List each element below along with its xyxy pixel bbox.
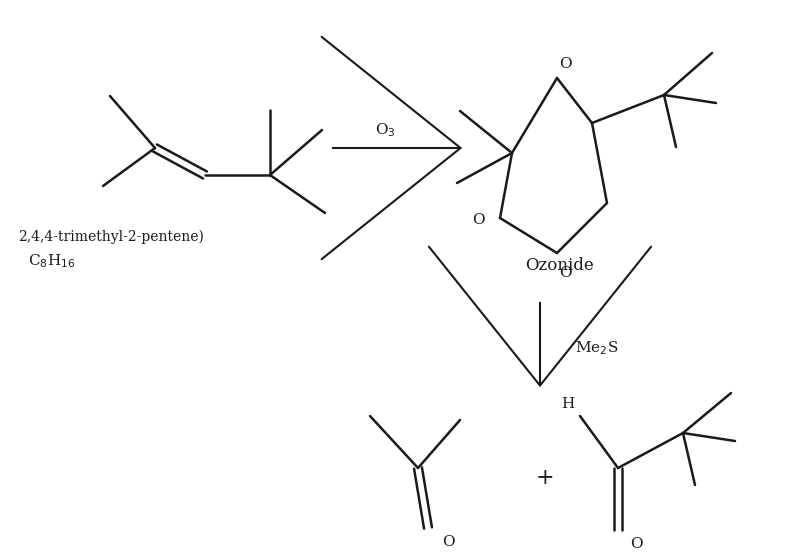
Text: O: O <box>558 57 571 71</box>
Text: O$_3$: O$_3$ <box>374 121 395 139</box>
Text: H: H <box>562 397 574 411</box>
Text: O: O <box>472 213 484 227</box>
Text: O: O <box>630 537 642 551</box>
Text: C$_8$H$_{16}$: C$_8$H$_{16}$ <box>28 252 75 270</box>
Text: O: O <box>442 535 454 549</box>
Text: Me$_2$S: Me$_2$S <box>575 339 618 357</box>
Text: O: O <box>558 266 571 280</box>
Text: Ozonide: Ozonide <box>526 256 594 274</box>
Text: +: + <box>536 467 554 489</box>
Text: 2,4,4-trimethyl-2-pentene): 2,4,4-trimethyl-2-pentene) <box>18 230 204 245</box>
